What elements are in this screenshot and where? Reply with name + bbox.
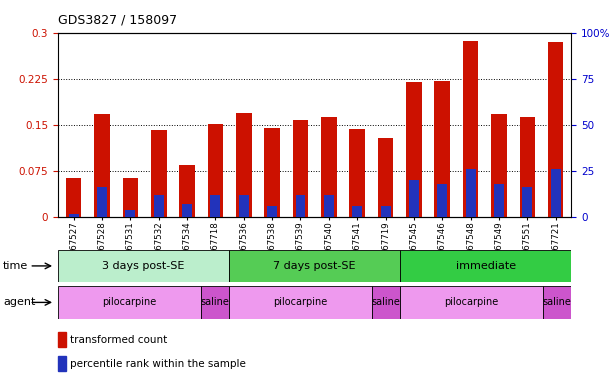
Bar [466,169,475,217]
Bar [548,43,563,217]
Bar [463,41,478,217]
Bar [58,250,229,282]
Bar [352,206,362,217]
Bar [324,195,334,217]
Bar [58,333,66,348]
Text: transformed count: transformed count [70,335,167,345]
Bar [229,286,371,319]
Text: saline: saline [371,297,400,308]
Bar [491,114,507,217]
Bar [154,195,164,217]
Bar [179,165,195,217]
Bar [519,118,535,217]
Bar [125,210,135,217]
Bar [151,130,167,217]
Text: agent: agent [3,297,35,308]
Bar [210,195,221,217]
Text: 7 days post-SE: 7 days post-SE [273,261,356,271]
Text: pilocarpine: pilocarpine [102,297,156,308]
Bar [182,204,192,217]
Bar [265,128,280,217]
Bar [68,214,79,217]
Bar [236,113,252,217]
Bar [434,81,450,217]
Bar [409,180,419,217]
Bar [406,82,422,217]
Bar [267,206,277,217]
Bar [229,250,400,282]
Bar [522,187,532,217]
Bar [349,129,365,217]
Bar [58,286,200,319]
Text: 3 days post-SE: 3 days post-SE [103,261,185,271]
Bar [66,178,81,217]
Bar [293,121,309,217]
Bar [321,117,337,217]
Text: pilocarpine: pilocarpine [273,297,327,308]
Text: GDS3827 / 158097: GDS3827 / 158097 [58,13,177,26]
Bar [551,169,561,217]
Bar [378,138,393,217]
Text: immediate: immediate [456,261,516,271]
Text: saline: saline [200,297,229,308]
Bar [97,187,107,217]
Bar [371,286,400,319]
Bar [494,184,504,217]
Bar [239,195,249,217]
Bar [200,286,229,319]
Bar [123,178,138,217]
Bar [296,195,306,217]
Bar [400,286,543,319]
Text: time: time [3,261,28,271]
Bar [58,356,66,371]
Bar [437,184,447,217]
Bar [94,114,110,217]
Bar [400,250,571,282]
Text: saline: saline [543,297,571,308]
Bar [381,206,390,217]
Bar [208,124,223,217]
Bar [543,286,571,319]
Text: percentile rank within the sample: percentile rank within the sample [70,359,246,369]
Text: pilocarpine: pilocarpine [444,297,499,308]
